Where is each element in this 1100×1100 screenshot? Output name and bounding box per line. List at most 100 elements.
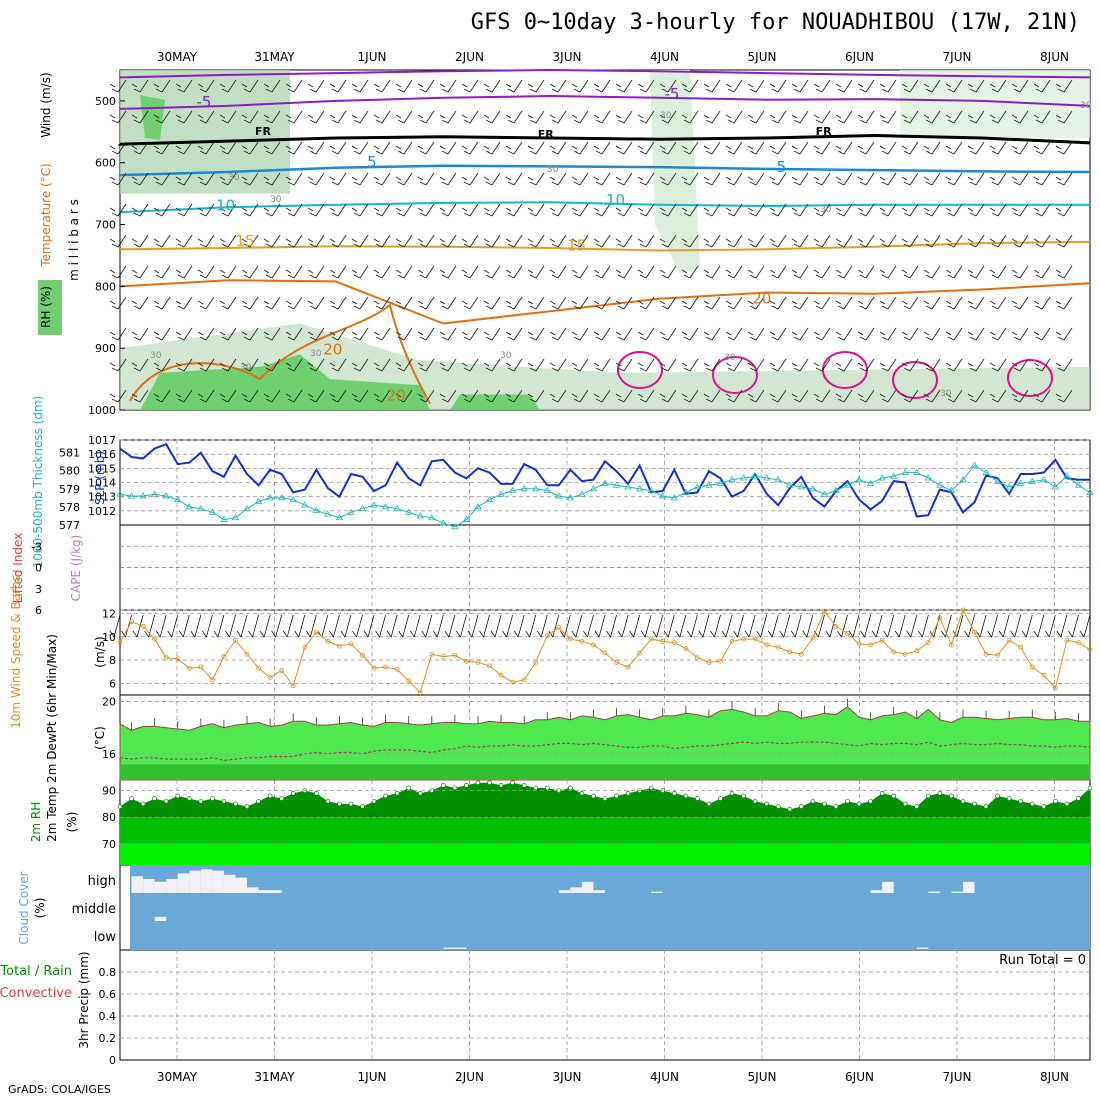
isotherm-label: 5 <box>777 158 787 176</box>
wind-barb-10m <box>167 614 179 638</box>
rh2m-point <box>706 801 712 807</box>
wind-barb <box>571 141 589 155</box>
wind-barb <box>109 296 127 310</box>
wind-barb-10m <box>871 614 883 638</box>
wind10m-line-point <box>1076 640 1081 646</box>
wind-barb <box>549 110 567 124</box>
wind-barb <box>219 234 237 248</box>
wind-barb <box>857 141 875 155</box>
wind-barb <box>989 296 1007 310</box>
thickness-line-point <box>589 485 598 492</box>
isotherm-label: 10 <box>216 196 235 214</box>
wind-barb <box>989 141 1007 155</box>
wind-barb-10m <box>1056 614 1068 638</box>
wind-barb-10m <box>282 614 294 638</box>
wind-barb <box>1055 296 1073 310</box>
wind-barb <box>901 141 919 155</box>
wind-barb <box>307 79 325 93</box>
wind-barb <box>967 79 985 93</box>
ylabel-wind: Wind (m/s) <box>39 72 53 137</box>
cloud-bar <box>200 869 213 893</box>
thickness-line-point <box>1051 483 1060 490</box>
wind-barb <box>351 110 369 124</box>
wind-barb <box>835 234 853 248</box>
rh2m-point <box>244 804 250 809</box>
wind-barb <box>307 296 325 310</box>
rh2m-point <box>510 780 515 785</box>
wind-barb <box>175 110 193 124</box>
wind-barb <box>263 389 281 403</box>
wind-barb <box>901 79 919 93</box>
wind-barb <box>483 327 501 341</box>
precip-tick: 0.4 <box>99 1010 117 1023</box>
wind-barb <box>1033 358 1051 372</box>
wind-barb <box>175 79 193 93</box>
wind10m-line-point <box>925 640 931 646</box>
wind-barb <box>637 358 655 372</box>
wind-barb <box>439 172 457 186</box>
wind-barb <box>901 265 919 279</box>
wind-barb <box>263 358 281 372</box>
isotherm-line <box>119 201 1090 214</box>
wind10m-line-point <box>406 678 412 684</box>
isotherm-label: 10 <box>606 191 625 209</box>
isotherm-label: 20 <box>323 340 342 358</box>
wind-barb <box>901 110 919 124</box>
wind10m-line-point <box>960 607 966 613</box>
rh2m-point <box>394 790 400 796</box>
rh2m-point <box>1087 785 1093 791</box>
wind-barb <box>505 110 523 124</box>
wind-barb <box>109 234 127 248</box>
wind-barb <box>813 79 831 93</box>
wind-barb <box>351 141 369 155</box>
wind-barb <box>175 234 193 248</box>
wind-barb <box>813 358 831 372</box>
wind-barb <box>527 389 545 403</box>
rh2m-point <box>625 790 631 796</box>
wind-barb <box>131 141 149 155</box>
wind10m-line-point <box>972 629 977 635</box>
wind-barb <box>351 203 369 217</box>
wind-barb <box>659 358 677 372</box>
rh2m-tick: 80 <box>102 811 116 824</box>
ylabel-cloud: Cloud Cover <box>17 871 31 944</box>
thickness-line-point <box>451 523 459 530</box>
wind-barb <box>219 141 237 155</box>
wind-barb <box>307 327 325 341</box>
wind-barb <box>835 110 853 124</box>
wind-barb <box>505 234 523 248</box>
wind-barb <box>791 203 809 217</box>
wind-barb <box>439 358 457 372</box>
wind-barb-10m <box>617 614 629 638</box>
wind-barb <box>373 172 391 186</box>
dewpt-line <box>119 741 1091 762</box>
wind10m-line-point <box>256 665 261 671</box>
thickness-line-point <box>809 485 817 492</box>
wind-barb-10m <box>1010 614 1022 638</box>
slp-tick: 1014 <box>88 477 116 490</box>
wind-barb <box>1033 203 1051 217</box>
wind-barb <box>219 265 237 279</box>
date-label-top: 5JUN <box>748 50 777 64</box>
wind-barb <box>725 110 743 124</box>
wind-barb <box>285 296 303 310</box>
wind-barb <box>857 203 875 217</box>
wind-barb-10m <box>444 614 456 638</box>
wind-barb <box>417 141 435 155</box>
wind-barb <box>813 327 831 341</box>
wind10m-line-point <box>1006 637 1012 643</box>
wind-barb-10m <box>363 614 375 638</box>
thickness-line-point <box>231 513 240 521</box>
thickness-line-point <box>220 515 228 522</box>
wind-barb <box>153 234 171 248</box>
wind-barb <box>593 172 611 186</box>
thickness-line-point <box>324 510 332 517</box>
rh2m-point <box>406 785 411 791</box>
rh2m-point <box>671 790 677 796</box>
wind-barb <box>505 296 523 310</box>
thickness-line-point <box>150 490 159 497</box>
wind-barb <box>637 172 655 186</box>
wind-barb <box>571 203 589 217</box>
wind-barb <box>307 172 325 186</box>
wind-barb <box>461 141 479 155</box>
